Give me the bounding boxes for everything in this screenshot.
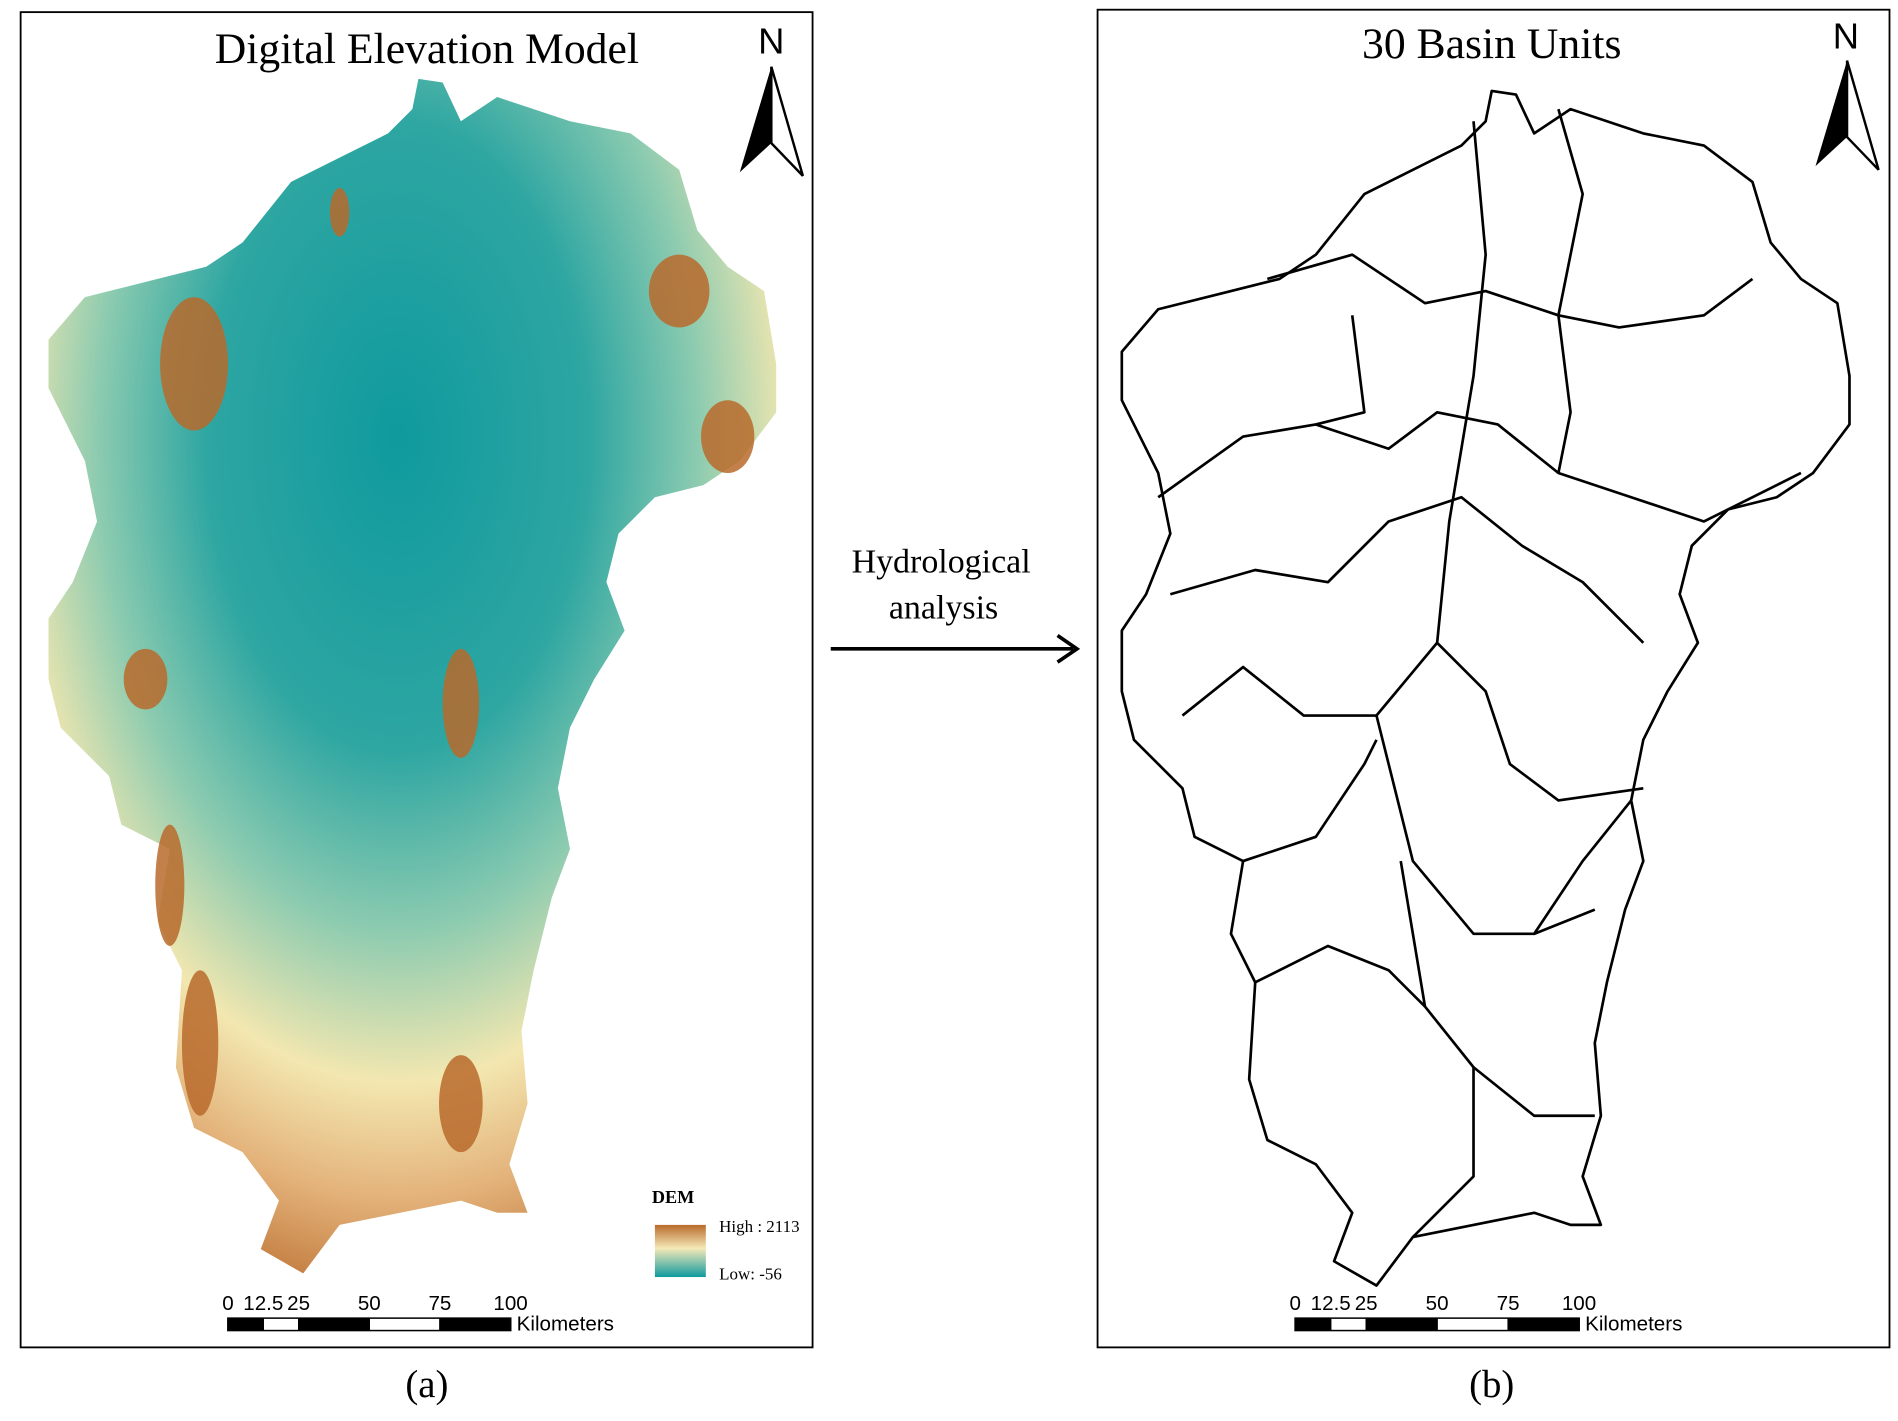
- legend-ramp: [654, 1224, 706, 1278]
- scale-bar-label: 25: [1355, 1292, 1378, 1315]
- north-arrow: [770, 66, 805, 177]
- scale-bar-segment: [262, 1317, 300, 1332]
- scale-bar-segment: [1507, 1317, 1580, 1332]
- panel-caption: (a): [405, 1363, 448, 1406]
- north-arrow: [1845, 60, 1880, 171]
- basin-map: [1120, 89, 1851, 1287]
- arrow-label: analysis: [889, 590, 998, 627]
- scale-bar-unit: Kilometers: [517, 1312, 614, 1335]
- scale-bar-label: 12.5: [243, 1292, 283, 1315]
- scale-bar-label: 0: [222, 1292, 233, 1315]
- panel-frame: [1096, 8, 1891, 1349]
- scale-bar-segment: [1330, 1317, 1367, 1332]
- scale-bar-label: 50: [358, 1292, 381, 1315]
- north-label: N: [758, 20, 784, 61]
- scale-bar-segment: [1436, 1317, 1509, 1332]
- north-label: N: [1833, 16, 1859, 57]
- legend-high: High : 2113: [719, 1217, 799, 1236]
- scale-bar-label: 100: [493, 1292, 527, 1315]
- arrow-label: Hydrological: [852, 543, 1031, 580]
- scale-bar-segment: [1365, 1317, 1438, 1332]
- panel-title: 30 Basin Units: [1362, 20, 1621, 68]
- scale-bar-label: 75: [1497, 1292, 1520, 1315]
- scale-bar-segment: [368, 1317, 441, 1332]
- scale-bar-segment: [298, 1317, 370, 1332]
- scale-bar-label: 75: [428, 1292, 451, 1315]
- scale-bar-label: 50: [1426, 1292, 1449, 1315]
- scale-bar-label: 100: [1562, 1292, 1596, 1315]
- scale-bar-segment: [1294, 1317, 1332, 1332]
- panel-caption: (b): [1469, 1363, 1514, 1406]
- scale-bar-label: 25: [287, 1292, 310, 1315]
- scale-bar-unit: Kilometers: [1585, 1312, 1682, 1335]
- legend-low: Low: -56: [719, 1264, 782, 1283]
- scale-bar-label: 0: [1290, 1292, 1301, 1315]
- panel-title: Digital Elevation Model: [215, 25, 639, 73]
- scale-bar-segment: [439, 1317, 512, 1332]
- highlands: [123, 187, 755, 1153]
- scale-bar-label: 12.5: [1311, 1292, 1351, 1315]
- arrow-head: [1056, 633, 1081, 664]
- scale-bar-segment: [227, 1317, 264, 1332]
- legend-title: DEM: [652, 1187, 694, 1207]
- north-arrow: [739, 66, 772, 173]
